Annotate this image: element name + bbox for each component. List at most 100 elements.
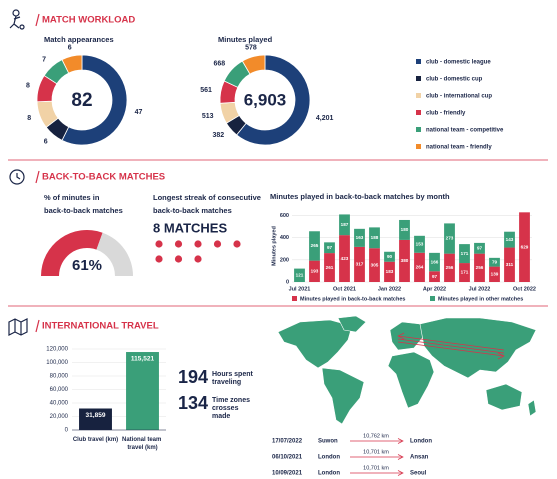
trip-to: Ansan — [410, 455, 429, 461]
slice-label: 513 — [202, 113, 214, 120]
legend-swatch — [416, 127, 421, 132]
section-title: MATCH WORKLOAD — [42, 15, 135, 26]
bar-segment — [414, 252, 425, 282]
bar-segment — [429, 271, 440, 282]
bar-segment — [399, 239, 410, 282]
x-tick-label: Jul 2022 — [469, 286, 491, 292]
bar-segment — [504, 231, 515, 248]
stat-label: Time zones crosses made — [212, 397, 252, 420]
slice-label: 47 — [135, 109, 143, 116]
trip-date: 10/09/2021 — [272, 471, 303, 477]
bar-value-label: 265 — [311, 243, 319, 248]
donut-slice — [61, 54, 128, 146]
bar-segment — [459, 263, 470, 282]
bar-value-label: 115,521 — [131, 356, 155, 363]
donut-slice — [61, 54, 83, 74]
chart-subtitle: Match appearances — [44, 35, 114, 44]
x-tick-label: Jan 2022 — [378, 286, 401, 292]
y-tick-label: 120,000 — [46, 347, 68, 353]
trip-arrowhead — [397, 454, 404, 460]
stat-value: 194 — [178, 367, 208, 387]
bar-value-label: 90 — [387, 254, 393, 259]
bar-value-label: 183 — [386, 269, 394, 274]
bar-segment — [369, 227, 380, 249]
slice-label: 8 — [27, 115, 31, 122]
bar-segment — [339, 235, 350, 282]
bar-value-label: 171 — [461, 251, 469, 256]
trip-from: Suwon — [318, 439, 338, 445]
slice-label: 668 — [213, 60, 225, 67]
bar-value-label: 31,859 — [86, 412, 106, 419]
y-tick-label: 400 — [280, 235, 289, 241]
legend-swatch — [416, 110, 421, 115]
icon-clock — [9, 169, 25, 185]
trip-date: 06/10/2021 — [272, 455, 303, 461]
bar-value-label: 264 — [416, 265, 424, 270]
legend-label: club - domestic cup — [426, 77, 483, 83]
legend-swatch — [430, 296, 435, 301]
bar-segment — [384, 261, 395, 282]
donut-slice — [236, 54, 311, 146]
bar-value-label: 256 — [476, 265, 484, 270]
trip-from: London — [318, 455, 340, 461]
slice-label: 6 — [68, 44, 72, 51]
slice-label: 382 — [213, 132, 225, 139]
bar-segment — [504, 247, 515, 282]
y-tick-label: 20,000 — [50, 414, 69, 420]
travel-arrows — [397, 332, 505, 360]
trip-distance: 10,701 km — [363, 465, 389, 471]
streak-dot — [233, 240, 241, 248]
bar-value-label: 273 — [446, 236, 454, 241]
trip-date: 17/07/2022 — [272, 439, 303, 445]
icon-player — [9, 9, 25, 30]
bar-segment — [414, 235, 425, 253]
trip-distance: 10,762 km — [363, 433, 389, 439]
bar-value-label: 139 — [491, 272, 499, 277]
legend-label: national team - friendly — [426, 145, 492, 151]
slice-label: 4,201 — [316, 115, 334, 122]
bar-segment — [294, 268, 305, 282]
streak-dot — [174, 255, 183, 263]
bar-segment — [429, 252, 440, 272]
y-tick-label: 80,000 — [50, 374, 69, 380]
bar-value-label: 423 — [341, 256, 349, 261]
icon-map — [8, 318, 28, 336]
legend-swatch — [292, 296, 297, 301]
bar-segment — [339, 214, 350, 236]
bar-value-label: 305 — [371, 262, 379, 267]
streak-title: Longest streak of consecutive back-to-ba… — [153, 193, 263, 215]
bar-value-label: 97 — [327, 245, 333, 250]
y-tick-label: 600 — [280, 213, 289, 219]
bar-segment — [459, 244, 470, 264]
legend-label: club - domestic league — [426, 60, 491, 66]
donut-total: 6,903 — [244, 90, 287, 109]
gauge-fill — [41, 229, 103, 276]
streak-dot — [155, 255, 163, 263]
bar-value-label: 187 — [341, 222, 349, 227]
bar-segment — [324, 242, 335, 254]
bar-value-label: 153 — [416, 242, 424, 247]
bar-segment — [369, 248, 380, 282]
bar-value-label: 143 — [506, 237, 514, 242]
bar-segment — [489, 266, 500, 282]
bar-segment — [519, 212, 530, 282]
trip-arrowhead — [397, 438, 404, 444]
bar-segment — [384, 251, 395, 262]
legend-swatch — [416, 59, 421, 64]
trip-to: Seoul — [410, 471, 427, 477]
bar — [126, 352, 159, 430]
streak-dot — [194, 240, 202, 248]
bar-value-label: 629 — [521, 244, 529, 249]
bar-value-label: 261 — [326, 265, 334, 270]
y-tick-label: 100,000 — [46, 360, 68, 366]
stat-label: Hours spent traveling — [212, 371, 255, 386]
streak-dot — [174, 240, 183, 248]
bar-segment — [444, 223, 455, 254]
slice-label: 561 — [200, 87, 212, 94]
slash — [35, 13, 40, 27]
legend-label: Minutes played in other matches — [438, 296, 523, 302]
bar — [79, 408, 112, 430]
legend-label: national team - competitive — [426, 128, 504, 134]
streak-dot — [155, 240, 163, 248]
